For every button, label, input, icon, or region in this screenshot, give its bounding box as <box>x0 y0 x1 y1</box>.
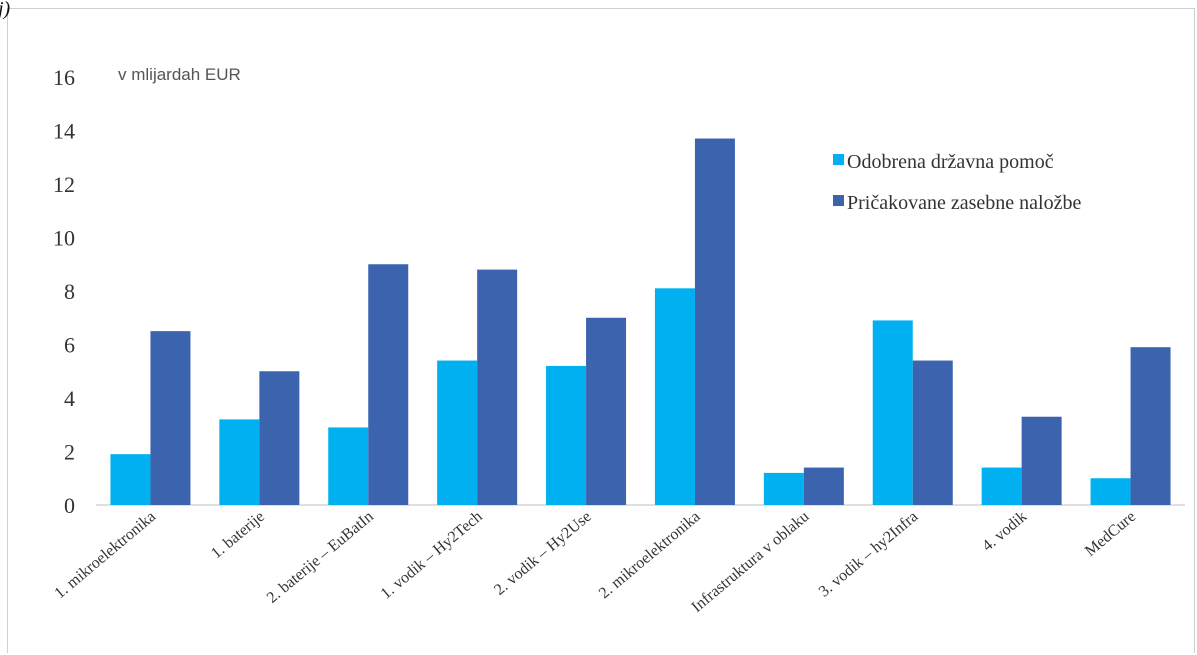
bar-state-aid <box>546 365 587 505</box>
y-tick-label: 8 <box>64 279 75 304</box>
x-tick-label: 1. baterije <box>208 508 268 562</box>
bar-private-investment <box>368 264 409 505</box>
top-partial-text: j) <box>0 0 11 20</box>
bar-state-aid <box>872 320 913 505</box>
y-tick-label: 10 <box>53 226 75 251</box>
bar-state-aid <box>110 454 151 505</box>
bar-state-aid <box>1090 478 1131 505</box>
x-tick-label: 1. vodik – Hy2Tech <box>378 508 486 603</box>
bar-state-aid <box>763 472 804 505</box>
legend-label: Odobrena državna pomoč <box>847 151 1054 173</box>
bar-state-aid <box>328 427 369 505</box>
y-tick-label: 2 <box>64 440 75 465</box>
bar-state-aid <box>654 288 695 505</box>
y-axis-ticks: 0 2 4 6 8 10 12 14 16 <box>53 65 75 518</box>
bar-private-investment <box>912 360 953 505</box>
bar-private-investment <box>150 331 191 505</box>
y-tick-label: 16 <box>53 65 75 90</box>
bar-private-investment <box>694 138 735 505</box>
legend-swatch <box>833 154 844 165</box>
x-tick-label: 2. vodik – Hy2Use <box>491 508 595 599</box>
bar-state-aid <box>219 419 260 505</box>
legend: Odobrena državna pomoč Pričakovane zasebn… <box>833 151 1081 214</box>
x-tick-label: Infrastruktura v oblaku <box>688 508 812 616</box>
bar-private-investment <box>1130 347 1171 505</box>
legend-label: Pričakovane zasebne naložbe <box>847 192 1081 214</box>
x-tick-label: 2. mikroelektronika <box>596 508 704 602</box>
y-tick-label: 4 <box>64 386 75 411</box>
bar-state-aid <box>437 360 478 505</box>
y-tick-label: 6 <box>64 333 75 358</box>
y-tick-label: 14 <box>53 119 75 144</box>
bar-state-aid <box>981 467 1022 505</box>
bar-private-investment <box>259 371 300 505</box>
x-tick-label: 1. mikroelektronika <box>51 508 159 602</box>
y-tick-label: 12 <box>53 172 75 197</box>
bars-group <box>110 138 1171 505</box>
chart-frame <box>7 8 1195 653</box>
x-tick-label: 2. baterije – EuBatIn <box>264 508 377 607</box>
bar-private-investment <box>477 269 518 505</box>
y-tick-label: 0 <box>64 493 75 518</box>
legend-swatch <box>833 195 844 206</box>
x-tick-label: 4. vodik <box>979 508 1030 555</box>
bar-private-investment <box>586 317 627 505</box>
x-tick-label: MedCure <box>1082 508 1139 560</box>
unit-label: v mlijardah EUR <box>118 65 241 84</box>
x-tick-label: 3. vodik – hy2Infra <box>816 508 922 600</box>
bar-private-investment <box>1021 416 1062 505</box>
bar-private-investment <box>803 467 844 505</box>
